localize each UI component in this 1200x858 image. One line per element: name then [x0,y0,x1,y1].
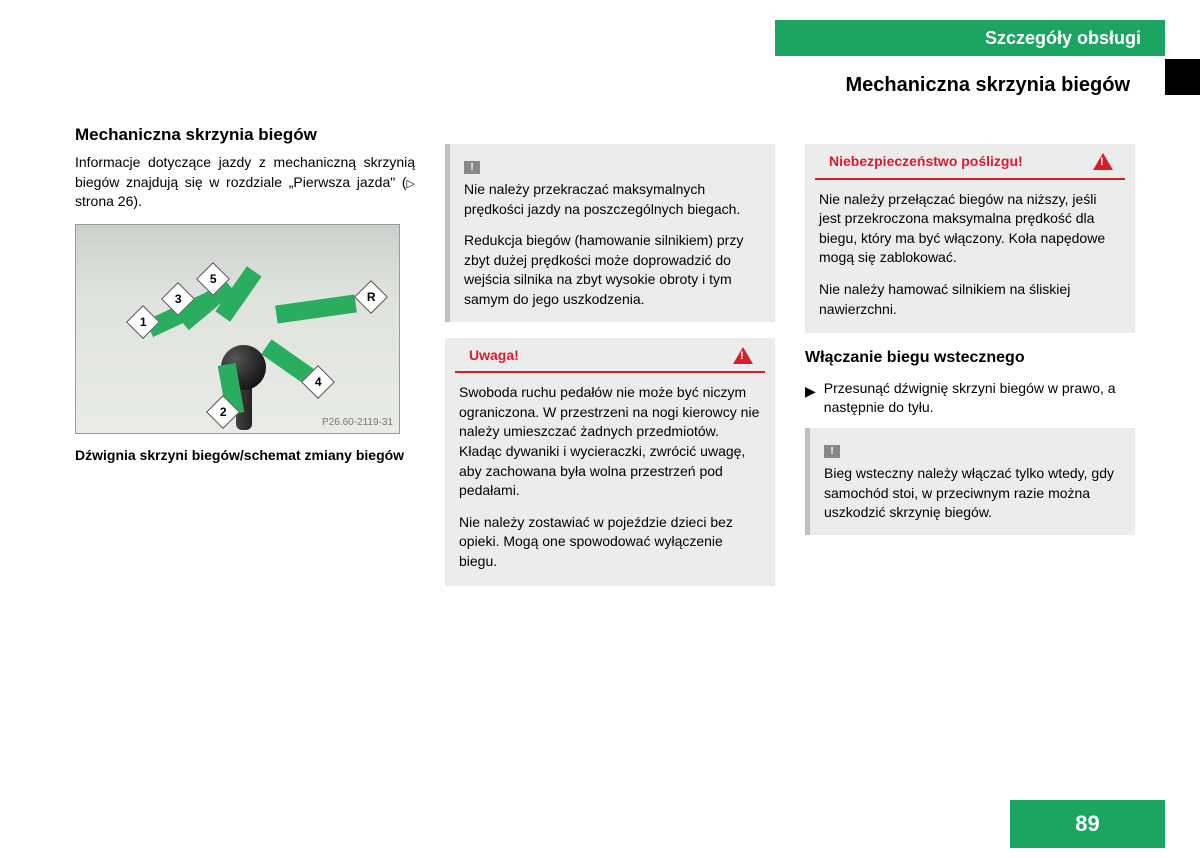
column-left: Mechaniczna skrzynia biegów Informacje d… [75,120,415,586]
gear-arrow [275,294,357,323]
warning-title: Uwaga! [469,346,519,366]
page-ref-icon: ▷ [407,177,415,192]
warning-paragraph: Nie należy zostawiać w pojeździe dzieci … [459,513,761,572]
column-right: Niebezpieczeństwo poślizgu! Nie należy p… [805,120,1135,586]
page-number: 89 [1010,800,1165,848]
step-bullet-icon: ▶ [805,382,816,402]
warning-paragraph: Swoboda ruchu pedałów nie może być niczy… [459,383,761,501]
warning-paragraph: Nie należy hamować silnikiem na śliskiej… [819,280,1121,319]
warning-body: Nie należy przełączać biegów na niższy, … [805,180,1135,334]
gear-shift-figure: 1 3 5 2 4 R P26.60-2119-31 [75,224,400,434]
note-paragraph: Nie należy przekraczać maksymalnych pręd… [464,180,761,219]
note-paragraph: Bieg wsteczny należy włączać tylko wtedy… [824,464,1121,523]
page-edge-tab [1165,59,1200,95]
warning-triangle-icon [1093,153,1113,170]
warning-title: Niebezpieczeństwo poślizgu! [829,152,1023,172]
page-content: Mechaniczna skrzynia biegów Informacje d… [75,120,1135,586]
note-icon: ! [464,161,480,174]
chapter-header: Szczegóły obsługi [775,20,1165,56]
warning-header: Uwaga! [455,338,765,374]
column-middle: ! Nie należy przekraczać maksymalnych pr… [445,120,775,586]
section-header: Mechaniczna skrzynia biegów [845,74,1130,97]
warning-box-skid: Niebezpieczeństwo poślizgu! Nie należy p… [805,144,1135,333]
instruction-step: ▶ Przesunąć dźwignię skrzyni biegów w pr… [805,379,1135,418]
info-note-box: ! Bieg wsteczny należy włączać tylko wte… [805,428,1135,535]
col1-intro: Informacje dotyczące jazdy z mechaniczną… [75,153,415,212]
col1-heading: Mechaniczna skrzynia biegów [75,124,415,147]
figure-ref-code: P26.60-2119-31 [322,416,393,430]
warning-triangle-icon [733,347,753,364]
chapter-title: Szczegóły obsługi [985,28,1141,49]
figure-caption: Dźwignia skrzyni biegów/schemat zmiany b… [75,446,415,465]
note-icon: ! [824,445,840,458]
info-note-box: ! Nie należy przekraczać maksymalnych pr… [445,144,775,322]
note-paragraph: Redukcja biegów (hamowanie silnikiem) pr… [464,231,761,309]
warning-body: Swoboda ruchu pedałów nie może być niczy… [445,373,775,585]
gear-label-r: R [354,280,388,314]
warning-header: Niebezpieczeństwo poślizgu! [815,144,1125,180]
step-text: Przesunąć dźwignię skrzyni biegów w praw… [824,379,1135,418]
warning-paragraph: Nie należy przełączać biegów na niższy, … [819,190,1121,268]
warning-box-attention: Uwaga! Swoboda ruchu pedałów nie może by… [445,338,775,586]
subsection-title: Włączanie biegu wstecznego [805,347,1135,369]
